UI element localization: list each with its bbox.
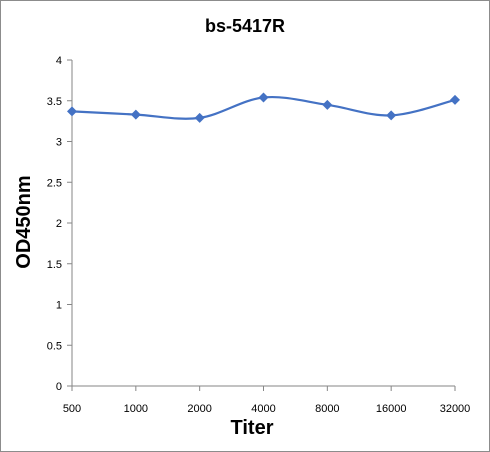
x-tick-label: 4000 bbox=[251, 403, 275, 415]
x-tick-label: 500 bbox=[63, 403, 81, 415]
y-tick-label: 1 bbox=[56, 300, 62, 312]
y-tick-label: 0.5 bbox=[47, 340, 62, 352]
y-tick-label: 3.5 bbox=[47, 96, 62, 108]
y-axis-title: OD450nm bbox=[13, 175, 35, 268]
x-tick-label: 1000 bbox=[124, 403, 148, 415]
y-tick-label: 1.5 bbox=[47, 259, 62, 271]
x-tick-label: 16000 bbox=[376, 403, 407, 415]
x-tick-label: 8000 bbox=[315, 403, 339, 415]
y-tick-label: 2.5 bbox=[47, 177, 62, 189]
y-tick-label: 4 bbox=[56, 55, 62, 67]
x-axis-ticks: 500 1000 2000 4000 8000 16000 32000 bbox=[63, 386, 470, 415]
data-point-marker bbox=[258, 92, 269, 103]
x-tick-label: 32000 bbox=[440, 403, 471, 415]
chart-title: bs-5417R bbox=[205, 16, 285, 36]
data-point-marker bbox=[322, 99, 333, 110]
series-group bbox=[67, 92, 460, 123]
y-tick-label: 0 bbox=[56, 381, 62, 393]
data-point-marker bbox=[67, 106, 77, 117]
data-point-marker bbox=[450, 94, 460, 105]
data-point-marker bbox=[386, 110, 397, 121]
data-point-marker bbox=[130, 109, 141, 120]
y-tick-label: 2 bbox=[56, 218, 62, 230]
x-axis-title: Titer bbox=[231, 417, 274, 439]
y-axis-ticks: 0 0.5 1 1.5 2 2.5 3 3.5 4 bbox=[47, 55, 72, 393]
x-tick-label: 2000 bbox=[187, 403, 211, 415]
y-tick-label: 3 bbox=[56, 137, 62, 149]
data-point-marker bbox=[194, 112, 205, 123]
